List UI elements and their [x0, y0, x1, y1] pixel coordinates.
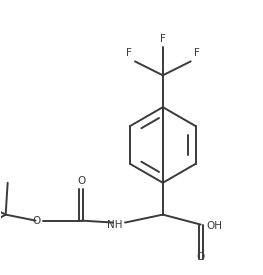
Text: O: O	[196, 252, 205, 262]
Text: O: O	[77, 176, 85, 186]
Text: O: O	[32, 216, 41, 225]
Text: NH: NH	[107, 219, 122, 230]
Text: F: F	[160, 34, 166, 45]
Text: OH: OH	[207, 221, 222, 230]
Text: F: F	[126, 48, 132, 58]
Text: F: F	[194, 48, 200, 58]
